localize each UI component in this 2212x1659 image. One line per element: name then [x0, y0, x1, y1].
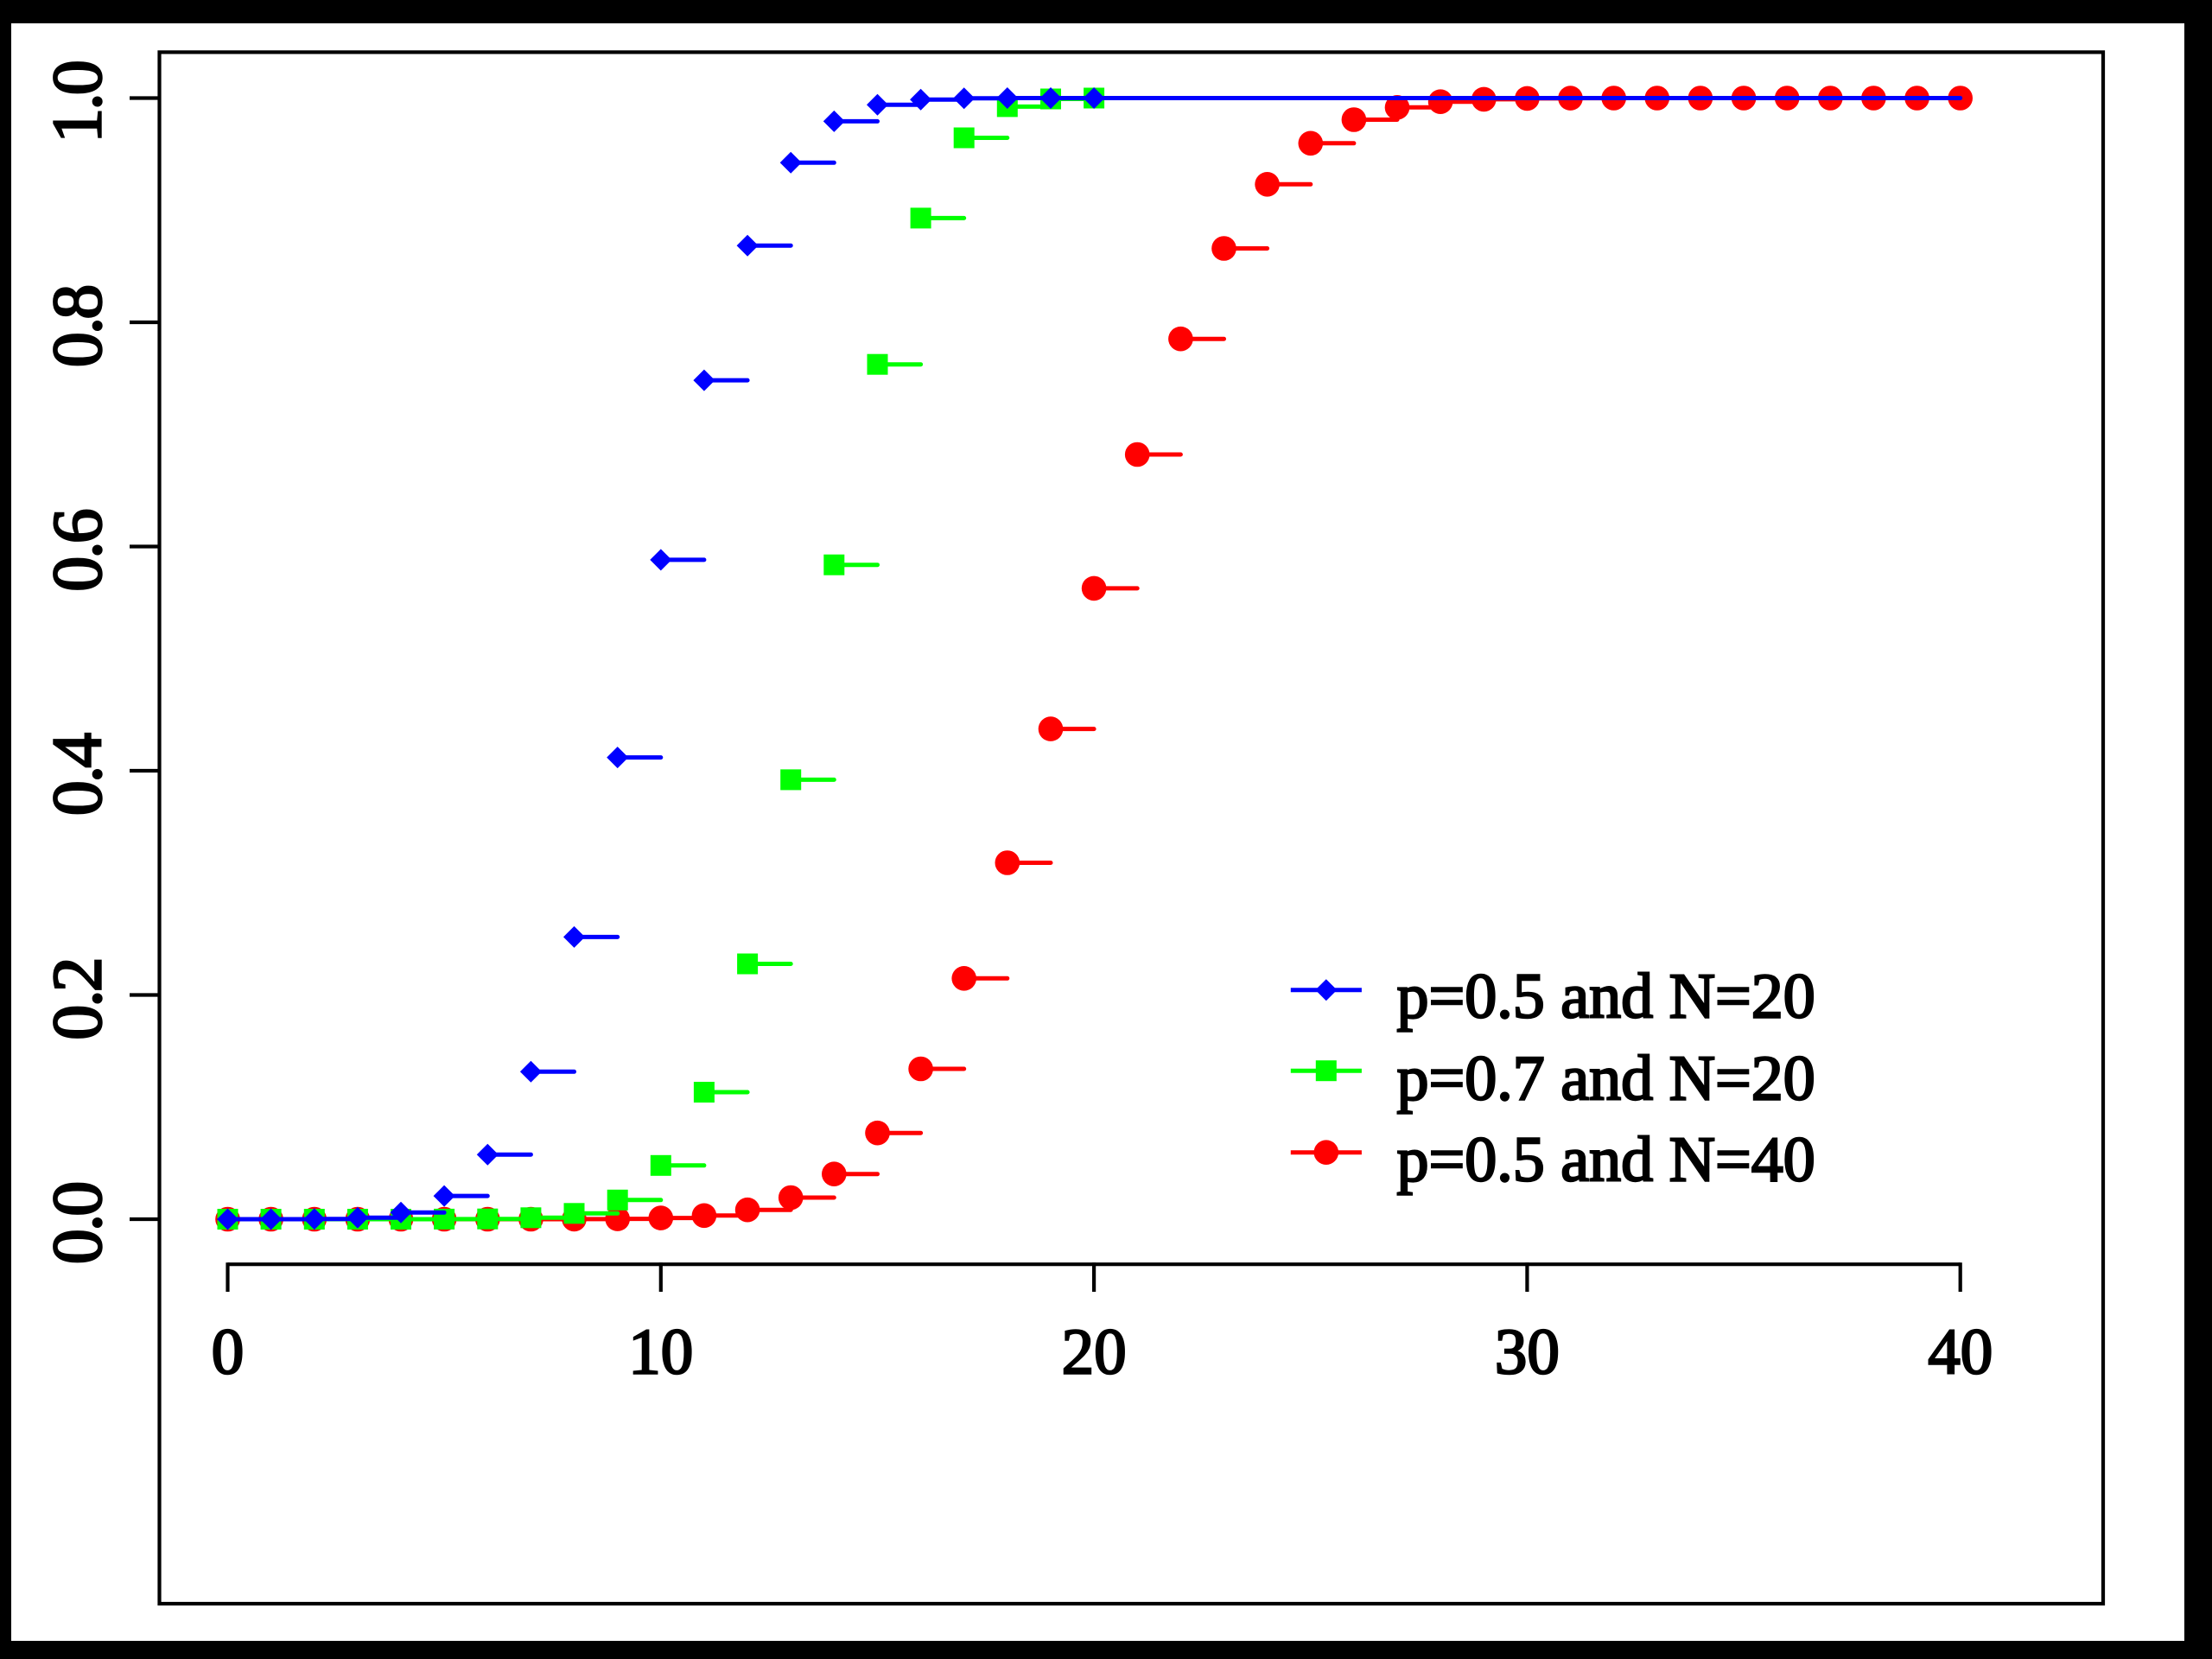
- svg-text:10: 10: [628, 1317, 693, 1389]
- svg-text:40: 40: [1928, 1317, 1993, 1389]
- svg-text:p=0.5 and N=40: p=0.5 and N=40: [1397, 1125, 1815, 1196]
- svg-text:0: 0: [212, 1317, 245, 1389]
- svg-text:0.0: 0.0: [37, 1184, 116, 1265]
- svg-text:30: 30: [1495, 1317, 1560, 1389]
- svg-text:p=0.5 and N=20: p=0.5 and N=20: [1397, 962, 1815, 1033]
- svg-text:p=0.7 and N=20: p=0.7 and N=20: [1397, 1044, 1815, 1115]
- svg-text:0.8: 0.8: [37, 287, 116, 368]
- svg-text:0.2: 0.2: [37, 959, 116, 1040]
- svg-text:0.4: 0.4: [37, 734, 116, 817]
- svg-text:1.0: 1.0: [37, 62, 116, 143]
- svg-text:0.6: 0.6: [37, 510, 116, 592]
- svg-text:20: 20: [1062, 1317, 1127, 1389]
